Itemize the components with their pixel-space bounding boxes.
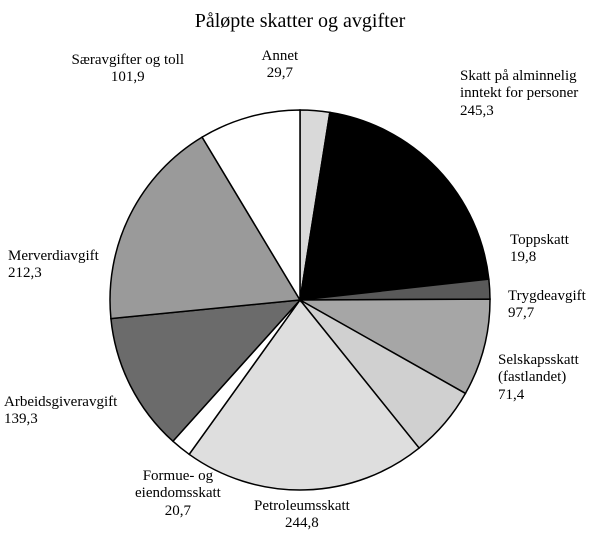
pie-chart: Påløpte skatter og avgifter Annet29,7Ska… (0, 0, 600, 546)
slice-label: Arbeidsgiveravgift139,3 (4, 394, 117, 429)
slice-label: Særavgifter og toll101,9 (72, 52, 185, 87)
slice-label: Merverdiavgift212,3 (8, 248, 99, 283)
slice-label: Trygdeavgift97,7 (508, 288, 586, 323)
slice-label: Formue- ogeiendomsskatt20,7 (135, 468, 221, 520)
slice-label: Toppskatt19,8 (510, 232, 569, 267)
pie-slice (300, 112, 489, 300)
slice-label: Skatt på alminneliginntekt for personer2… (460, 68, 578, 120)
slice-label: Annet29,7 (262, 48, 299, 83)
slice-label: Selskapsskatt(fastlandet)71,4 (498, 352, 579, 404)
slice-label: Petroleumsskatt244,8 (254, 498, 350, 533)
